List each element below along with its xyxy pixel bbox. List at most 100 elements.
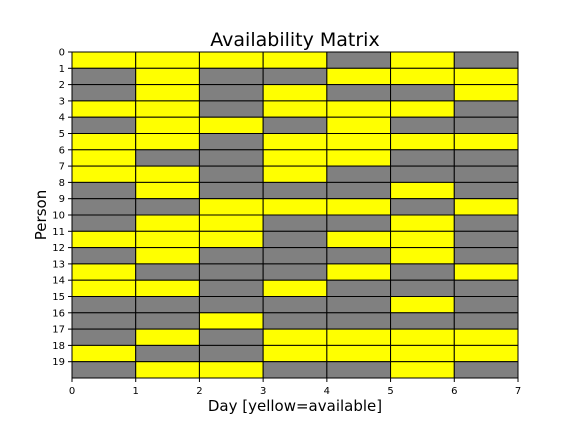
heatmap-cell-person-17-day-1 <box>135 328 200 346</box>
x-tick-label: 3 <box>260 386 266 397</box>
heatmap-cell-person-16-day-3 <box>262 312 328 330</box>
heatmap-cell-person-5-day-4 <box>326 133 392 151</box>
heatmap-cell-person-13-day-5 <box>390 263 455 281</box>
heatmap-cell-person-14-day-0 <box>71 279 137 298</box>
heatmap-cell-person-6-day-1 <box>135 149 200 167</box>
heatmap-cell-person-12-day-4 <box>326 247 392 265</box>
heatmap-cell-person-7-day-6 <box>453 165 519 183</box>
y-tick-label: 7 <box>59 162 65 173</box>
heatmap-cell-person-19-day-2 <box>198 361 264 379</box>
heatmap-cell-person-18-day-2 <box>198 344 264 363</box>
heatmap-cell-person-18-day-3 <box>262 344 328 363</box>
y-tick-label: 0 <box>59 48 65 59</box>
heatmap-cell-person-12-day-0 <box>71 247 137 265</box>
heatmap-cell-person-1-day-6 <box>453 67 519 86</box>
heatmap-cell-person-0-day-6 <box>453 51 519 69</box>
x-tick-label: 1 <box>133 386 139 397</box>
heatmap-cell-person-3-day-1 <box>135 100 200 118</box>
heatmap-cell-person-11-day-0 <box>71 230 137 249</box>
heatmap-cell-person-13-day-0 <box>71 263 137 281</box>
heatmap-cell-person-4-day-6 <box>453 116 519 134</box>
heatmap-cell-person-8-day-1 <box>135 181 200 200</box>
y-tick-label: 6 <box>59 145 65 156</box>
heatmap-cell-person-1-day-3 <box>262 67 328 86</box>
y-tick-label: 1 <box>59 64 65 75</box>
heatmap-cell-person-12-day-3 <box>262 247 328 265</box>
y-tick-label: 18 <box>52 341 65 352</box>
heatmap-cell-person-17-day-6 <box>453 328 519 346</box>
heatmap-cell-person-15-day-5 <box>390 296 455 314</box>
heatmap-cell-person-19-day-5 <box>390 361 455 379</box>
heatmap-cell-person-8-day-6 <box>453 181 519 200</box>
heatmap-cell-person-14-day-5 <box>390 279 455 298</box>
x-axis-ticks: 0 1 2 3 4 5 6 7 <box>69 378 521 397</box>
heatmap-cell-person-10-day-2 <box>198 214 264 232</box>
heatmap-cell-person-15-day-3 <box>262 296 328 314</box>
heatmap-cell-person-5-day-6 <box>453 133 519 151</box>
heatmap-cell-person-11-day-5 <box>390 230 455 249</box>
heatmap-cell-person-13-day-1 <box>135 263 200 281</box>
y-tick-label: 19 <box>52 357 65 368</box>
heatmap-cell-person-12-day-6 <box>453 247 519 265</box>
heatmap-cell-person-2-day-2 <box>198 84 264 102</box>
heatmap-cell-person-9-day-1 <box>135 198 200 216</box>
y-tick-label: 8 <box>59 178 65 189</box>
heatmap-cell-person-19-day-1 <box>135 361 200 379</box>
heatmap-cell-person-17-day-3 <box>262 328 328 346</box>
y-tick-label: 2 <box>59 80 65 91</box>
heatmap-cell-person-9-day-4 <box>326 198 392 216</box>
heatmap-cell-person-5-day-3 <box>262 133 328 151</box>
y-tick-label: 13 <box>52 259 65 270</box>
heatmap-cell-person-2-day-1 <box>135 84 200 102</box>
y-tick-label: 3 <box>59 96 65 107</box>
heatmap-cell-person-19-day-6 <box>453 361 519 379</box>
heatmap-cell-person-3-day-5 <box>390 100 455 118</box>
heatmap-cell-person-8-day-0 <box>71 181 137 200</box>
heatmap-cell-person-5-day-2 <box>198 133 264 151</box>
heatmap-cell-person-0-day-3 <box>262 51 328 69</box>
x-tick-label: 4 <box>324 386 330 397</box>
heatmap-cell-person-7-day-4 <box>326 165 392 183</box>
heatmap-cell-person-9-day-0 <box>71 198 137 216</box>
heatmap-cell-person-3-day-3 <box>262 100 328 118</box>
heatmap-cell-person-10-day-3 <box>262 214 328 232</box>
heatmap-cell-person-16-day-6 <box>453 312 519 330</box>
heatmap-cell-person-17-day-4 <box>326 328 392 346</box>
y-tick-label: 4 <box>59 113 65 124</box>
y-tick-label: 12 <box>52 243 65 254</box>
heatmap-cell-person-11-day-2 <box>198 230 264 249</box>
heatmap-cell-person-4-day-1 <box>135 116 200 134</box>
x-tick-label: 0 <box>69 386 75 397</box>
heatmap-cell-person-14-day-4 <box>326 279 392 298</box>
heatmap-cell-person-10-day-0 <box>71 214 137 232</box>
heatmap-cell-person-2-day-4 <box>326 84 392 102</box>
heatmap-cell-person-1-day-5 <box>390 67 455 86</box>
heatmap-cell-person-14-day-3 <box>262 279 328 298</box>
heatmap-cell-person-13-day-6 <box>453 263 519 281</box>
heatmap-cell-person-10-day-5 <box>390 214 455 232</box>
y-tick-label: 9 <box>59 194 65 205</box>
y-tick-label: 10 <box>52 211 65 222</box>
y-tick-label: 11 <box>52 227 65 238</box>
heatmap-cell-person-8-day-2 <box>198 181 264 200</box>
y-tick-label: 17 <box>52 325 65 336</box>
heatmap-cell-person-3-day-4 <box>326 100 392 118</box>
heatmap-cell-person-5-day-1 <box>135 133 200 151</box>
heatmap-cell-person-18-day-5 <box>390 344 455 363</box>
heatmap-cell-person-6-day-0 <box>71 149 137 167</box>
heatmap-cell-person-8-day-4 <box>326 181 392 200</box>
heatmap-cell-person-9-day-3 <box>262 198 328 216</box>
heatmap-cell-person-9-day-6 <box>453 198 519 216</box>
heatmap-cell-person-7-day-5 <box>390 165 455 183</box>
heatmap-cell-person-18-day-6 <box>453 344 519 363</box>
heatmap-cell-person-12-day-5 <box>390 247 455 265</box>
heatmap-cell-person-7-day-1 <box>135 165 200 183</box>
heatmap-cell-person-15-day-2 <box>198 296 264 314</box>
heatmap-cell-person-10-day-6 <box>453 214 519 232</box>
heatmap-cell-person-4-day-0 <box>71 116 137 134</box>
heatmap-cell-person-17-day-5 <box>390 328 455 346</box>
heatmap-cell-person-0-day-0 <box>71 51 137 69</box>
